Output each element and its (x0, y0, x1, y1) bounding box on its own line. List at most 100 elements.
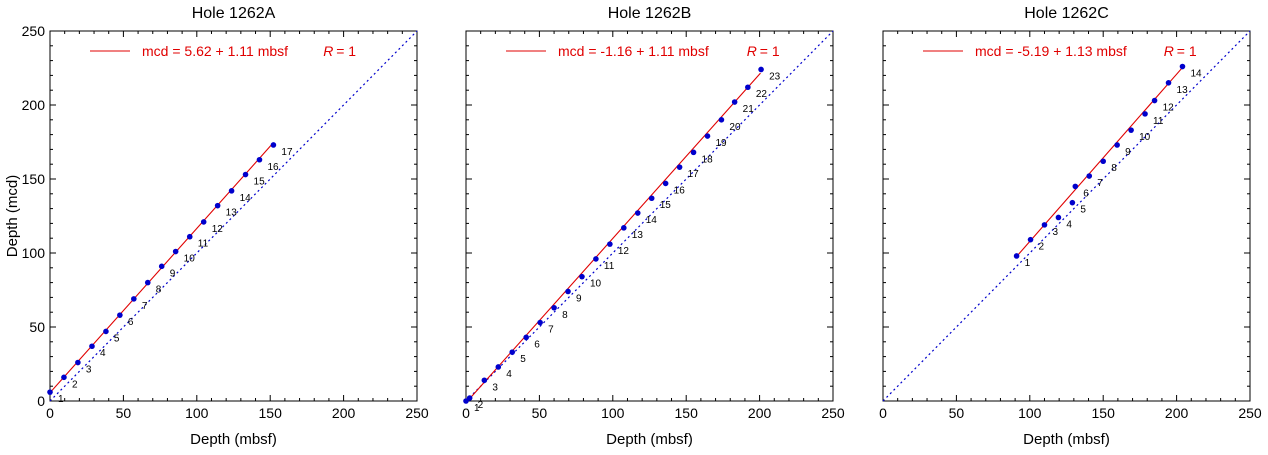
point-label: 13 (226, 208, 238, 219)
point-label: 7 (548, 325, 554, 336)
point-label: 16 (267, 162, 279, 173)
x-axis-label: Depth (mbsf) (1023, 431, 1110, 448)
x-tick-label: 50 (532, 405, 548, 421)
plot-frame (49, 30, 418, 402)
data-point (228, 188, 235, 194)
data-point (1072, 183, 1079, 190)
x-tick-label: 0 (462, 405, 470, 421)
point-label: 10 (1139, 132, 1151, 143)
point-label: 16 (674, 185, 686, 196)
y-tick-label: 50 (29, 319, 45, 335)
data-point (131, 296, 137, 302)
r-value: = 1 (1177, 43, 1197, 59)
point-label: 1 (474, 403, 480, 414)
data-point (718, 117, 725, 123)
point-label: 12 (212, 224, 224, 235)
data-point (704, 133, 711, 139)
fit-line (1015, 66, 1184, 258)
point-label: 15 (254, 177, 266, 188)
x-tick-label: 100 (601, 405, 625, 421)
y-axis-label: Depth (mcd) (4, 175, 21, 258)
r-label: R (1164, 43, 1174, 59)
data-point (607, 241, 613, 247)
x-axis-label: Depth (mbsf) (190, 431, 277, 448)
point-label: 2 (478, 400, 484, 411)
data-point (1055, 214, 1062, 221)
x-tick-label: 250 (1238, 405, 1262, 421)
data-point (481, 377, 488, 384)
data-point (648, 195, 655, 202)
r-value: = 1 (336, 43, 356, 59)
data-point (758, 66, 764, 73)
point-label: 6 (534, 339, 540, 350)
data-point (662, 180, 669, 187)
point-label: 21 (743, 104, 755, 115)
point-label: 12 (618, 246, 630, 257)
y-tick-label: 150 (22, 171, 46, 187)
point-label: 19 (715, 138, 727, 149)
data-point (495, 364, 502, 370)
x-tick-label: 50 (116, 405, 132, 421)
x-tick-label: 150 (259, 405, 283, 421)
point-label: 7 (142, 301, 148, 312)
data-point (186, 233, 193, 240)
data-point (466, 395, 473, 401)
point-label: 15 (660, 200, 672, 211)
x-tick-label: 100 (185, 405, 209, 421)
data-point (1027, 236, 1034, 243)
data-point (551, 304, 557, 311)
point-label: 5 (114, 333, 120, 344)
point-label: 11 (1153, 116, 1164, 127)
point-label: 6 (1083, 188, 1089, 199)
data-point (565, 288, 571, 295)
point-label: 4 (506, 369, 512, 380)
data-point (1069, 199, 1076, 206)
point-label: 13 (632, 230, 644, 241)
r-label: R (323, 43, 333, 59)
point-label: 12 (1163, 103, 1175, 114)
equation-text: mcd = 5.62 + 1.11 mbsf (142, 43, 288, 59)
point-label: 11 (604, 261, 615, 272)
point-label: 13 (1177, 85, 1189, 96)
data-point (690, 149, 697, 156)
x-tick-label: 100 (1018, 405, 1042, 421)
point-label: 1 (58, 394, 64, 405)
chart-panel-1: Hole 1262A 0 50 100 150 200 250 0 50 100 150 200 250… (4, 5, 429, 448)
r-value: = 1 (760, 43, 780, 59)
point-label: 14 (240, 193, 252, 204)
point-label: 10 (590, 279, 602, 290)
data-point (537, 319, 543, 326)
point-label: 9 (170, 268, 176, 279)
data-point (1165, 80, 1172, 86)
point-label: 11 (198, 239, 209, 250)
point-label: 9 (1125, 147, 1131, 158)
point-label: 3 (1052, 227, 1058, 238)
reference-line (49, 30, 418, 402)
x-tick-label: 200 (332, 405, 356, 421)
y-tick-label: 0 (37, 393, 45, 409)
point-label: 18 (702, 154, 714, 165)
point-label: 17 (688, 169, 700, 180)
data-point (621, 225, 627, 231)
point-label: 8 (156, 285, 162, 296)
data-point (579, 273, 585, 280)
x-tick-label: 200 (748, 405, 772, 421)
data-point (1100, 158, 1106, 165)
point-label: 14 (1190, 69, 1202, 80)
point-label: 7 (1097, 178, 1103, 189)
point-label: 8 (1111, 163, 1117, 174)
point-label: 4 (1066, 219, 1072, 230)
data-point (158, 263, 165, 270)
x-axis-label: Depth (mbsf) (606, 431, 693, 448)
equation-text: mcd = -1.16 + 1.11 mbsf (558, 43, 709, 59)
point-label: 3 (492, 382, 498, 393)
chart-title: Hole 1262B (608, 5, 692, 22)
data-point (1013, 253, 1020, 259)
point-label: 1 (1025, 258, 1031, 269)
fit-line (49, 144, 272, 394)
data-point (1179, 63, 1186, 70)
point-label: 14 (646, 215, 658, 226)
data-point (1114, 142, 1120, 148)
x-tick-label: 0 (879, 405, 887, 421)
